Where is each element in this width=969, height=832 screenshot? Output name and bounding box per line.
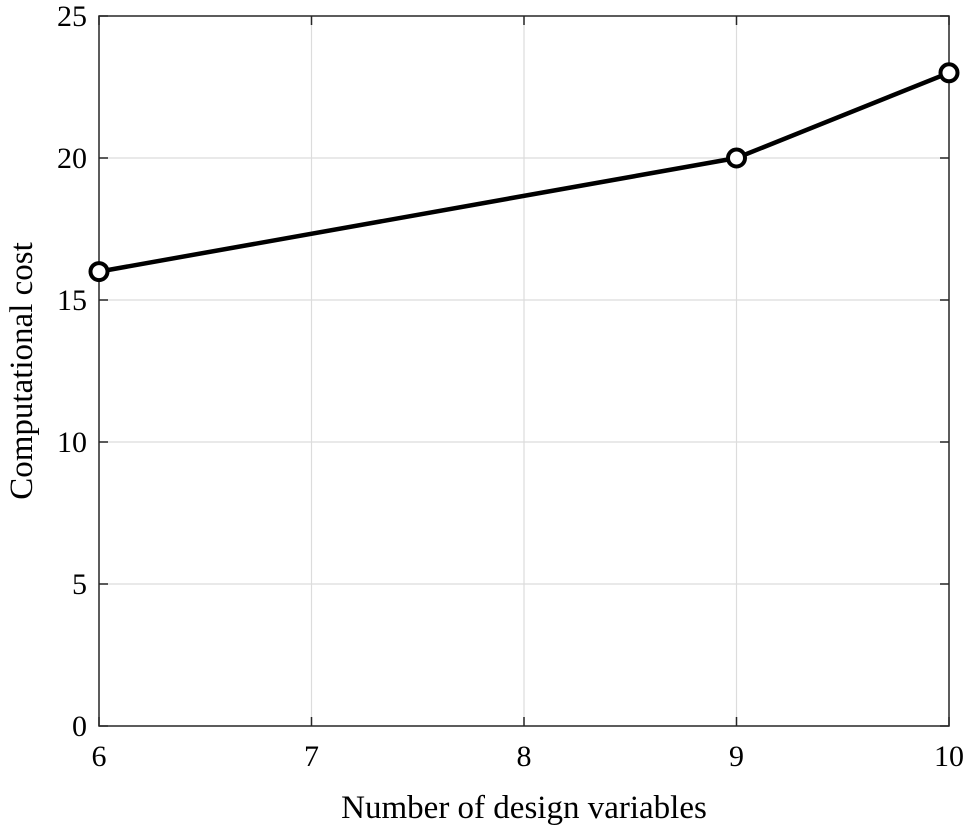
y-tick-label: 20 <box>57 142 87 175</box>
x-tick-label: 7 <box>304 740 319 773</box>
y-tick-label: 15 <box>57 284 87 317</box>
x-tick-label: 9 <box>729 740 744 773</box>
x-tick-label: 6 <box>92 740 107 773</box>
y-tick-label: 0 <box>72 710 87 743</box>
data-point <box>88 261 110 283</box>
data-point <box>938 62 960 84</box>
x-tick-label: 8 <box>517 740 532 773</box>
grid <box>99 16 949 726</box>
data-point <box>726 147 747 169</box>
y-axis-label: Computational cost <box>4 242 40 500</box>
y-tick-label: 25 <box>57 0 87 33</box>
x-axis-label: Number of design variables <box>341 790 707 826</box>
y-tick-label: 5 <box>72 568 87 601</box>
y-tick-label: 10 <box>57 426 87 459</box>
x-tick-label: 10 <box>934 740 964 773</box>
ticks: 6 7 8 9 10 0 5 10 15 20 25 <box>57 0 964 773</box>
series <box>88 62 960 283</box>
